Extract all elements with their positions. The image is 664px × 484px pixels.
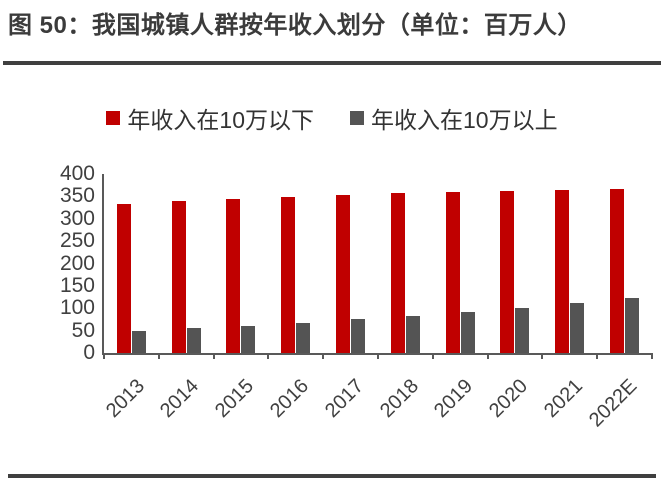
legend-label: 年收入在10万以下	[127, 107, 314, 133]
bar-group	[214, 174, 269, 353]
plot-area: 400 350 300 250 200 150 100 50 0 2013 2014 2015 201…	[60, 162, 653, 431]
bar	[351, 319, 366, 353]
x-axis-tick-mark	[541, 353, 544, 359]
bar	[555, 190, 570, 353]
bar-group	[433, 174, 488, 353]
bar	[500, 191, 515, 353]
bar	[515, 308, 530, 353]
bar	[460, 311, 475, 353]
x-tick-label: 2013	[101, 375, 149, 423]
x-axis-tick-mark	[322, 353, 325, 359]
x-tick-label: 2020	[485, 375, 533, 423]
legend-item-under-100k: 年收入在10万以下	[106, 101, 314, 135]
x-axis-tick-mark	[212, 353, 215, 359]
x-axis-tick-mark	[486, 353, 489, 359]
bar	[405, 315, 420, 353]
bar	[116, 203, 131, 353]
legend-label: 年收入在10万以上	[371, 107, 558, 133]
bar-group	[323, 174, 378, 353]
x-tick-label: 2016	[265, 375, 314, 423]
y-tick-label: 100	[59, 296, 95, 320]
bar	[226, 198, 241, 353]
x-axis-tick-mark	[651, 353, 653, 359]
y-tick-label: 50	[71, 318, 95, 342]
x-tick-label: 2015	[211, 375, 259, 423]
title-divider-rule	[3, 61, 661, 65]
y-tick-label: 150	[59, 273, 95, 297]
y-tick-label: 200	[59, 251, 95, 275]
bar	[281, 196, 296, 353]
bottom-divider-rule	[8, 474, 656, 478]
bar	[336, 195, 351, 353]
bar	[296, 322, 311, 353]
bar	[570, 302, 585, 353]
bar	[625, 297, 640, 353]
bar	[171, 201, 186, 353]
bar-group	[159, 174, 214, 353]
bar-group	[488, 174, 543, 353]
bar-group	[597, 174, 652, 353]
bar	[241, 325, 256, 353]
bar	[131, 330, 146, 353]
bar-group	[268, 174, 323, 353]
bar-group	[104, 174, 159, 353]
x-tick-label: 2019	[430, 375, 478, 423]
legend-item-over-100k: 年收入在10万以上	[350, 101, 558, 135]
x-axis-tick-mark	[431, 353, 434, 359]
x-tick-label: 2017	[320, 375, 368, 423]
chart-legend: 年收入在10万以下 年收入在10万以上	[0, 101, 664, 135]
y-tick-label: 350	[59, 184, 95, 208]
bar-group	[378, 174, 433, 353]
x-axis-tick-mark	[377, 353, 379, 359]
legend-swatch-gray	[350, 111, 364, 125]
x-axis-tick-mark	[157, 353, 160, 359]
x-tick-label: 2018	[375, 375, 423, 423]
y-tick-label: 250	[59, 229, 95, 253]
chart-title: 图 50：我国城镇人群按年收入划分（单位：百万人）	[8, 12, 582, 39]
bar	[610, 189, 625, 353]
y-tick-label: 0	[83, 341, 95, 364]
bar-series-container	[104, 174, 652, 353]
x-axis-tick-mark	[267, 353, 270, 359]
legend-swatch-red	[106, 111, 121, 125]
x-axis-labels: 2013 2014 2015 2016 2017 2018 2019 2020 2021 2022…	[101, 353, 652, 443]
x-axis-tick-mark	[103, 353, 105, 359]
y-tick-label: 400	[59, 162, 95, 185]
x-tick-label: 2014	[156, 375, 204, 423]
bar	[445, 191, 460, 353]
bar	[390, 193, 405, 353]
x-tick-label: 2021	[539, 375, 588, 423]
x-tick-label: 2022E	[585, 375, 642, 432]
bar-group	[542, 174, 597, 353]
bar	[186, 328, 201, 353]
y-tick-label: 300	[59, 206, 95, 230]
x-axis-tick-mark	[596, 353, 599, 359]
